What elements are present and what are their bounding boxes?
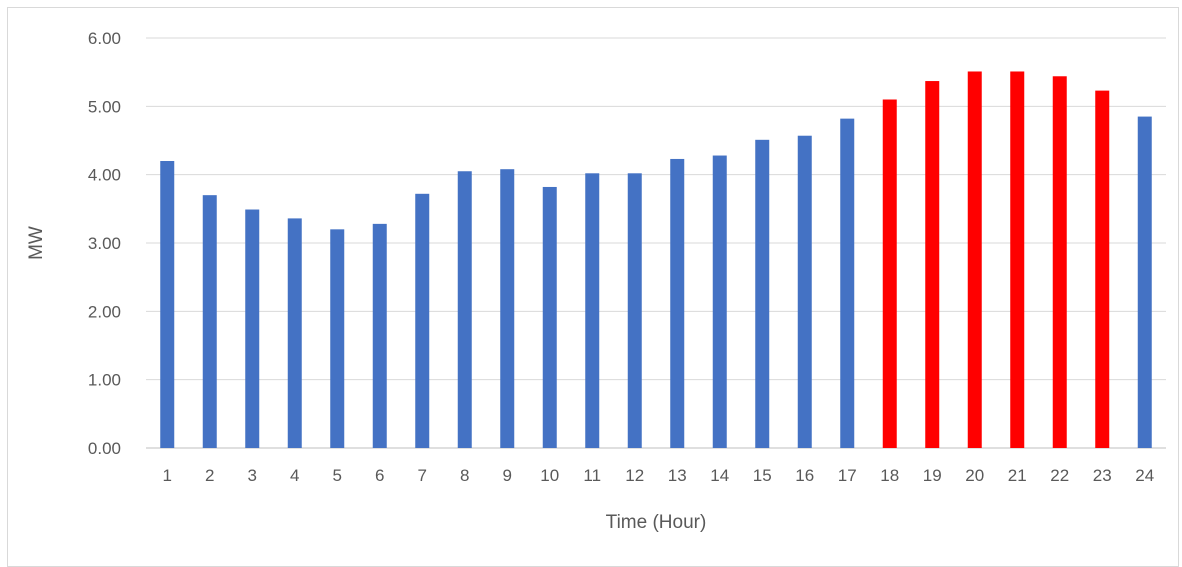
x-tick-label: 19 bbox=[923, 466, 942, 485]
x-tick-label: 24 bbox=[1135, 466, 1154, 485]
bar-hour-10 bbox=[542, 186, 557, 448]
y-tick-label: 6.00 bbox=[88, 29, 121, 48]
y-tick-label: 0.00 bbox=[88, 439, 121, 458]
bar-hour-19 bbox=[925, 81, 940, 449]
x-tick-label: 6 bbox=[375, 466, 384, 485]
x-tick-label: 7 bbox=[418, 466, 427, 485]
bar-hour-17 bbox=[840, 118, 855, 448]
bar-hour-21 bbox=[1010, 71, 1025, 448]
x-tick-label: 2 bbox=[205, 466, 214, 485]
y-tick-label: 4.00 bbox=[88, 166, 121, 185]
x-tick-label: 21 bbox=[1008, 466, 1027, 485]
bar-hour-11 bbox=[585, 173, 600, 449]
x-tick-label: 5 bbox=[333, 466, 342, 485]
y-tick-labels: 0.00 1.00 2.00 3.00 4.00 5.00 6.00 bbox=[88, 29, 121, 458]
bar-hour-23 bbox=[1095, 90, 1110, 448]
x-tick-label: 3 bbox=[248, 466, 257, 485]
x-tick-label: 9 bbox=[503, 466, 512, 485]
x-tick-label: 12 bbox=[625, 466, 644, 485]
x-tick-label: 8 bbox=[460, 466, 469, 485]
bar-hour-1 bbox=[160, 161, 175, 448]
bar-hour-14 bbox=[712, 155, 727, 449]
x-tick-label: 13 bbox=[668, 466, 687, 485]
bar-hour-22 bbox=[1052, 76, 1067, 449]
bar-hour-3 bbox=[245, 209, 260, 448]
bar-hour-13 bbox=[670, 158, 685, 448]
x-tick-label: 4 bbox=[290, 466, 299, 485]
x-tick-label: 10 bbox=[540, 466, 559, 485]
y-tick-label: 2.00 bbox=[88, 302, 121, 321]
x-tick-label: 14 bbox=[710, 466, 729, 485]
y-tick-label: 5.00 bbox=[88, 97, 121, 116]
x-tick-label: 23 bbox=[1093, 466, 1112, 485]
y-axis-title: MW bbox=[26, 226, 47, 260]
x-tick-label: 17 bbox=[838, 466, 857, 485]
bar-hour-9 bbox=[500, 169, 515, 448]
x-tick-label: 15 bbox=[753, 466, 772, 485]
x-axis-title: Time (Hour) bbox=[606, 512, 707, 533]
bar-hour-15 bbox=[755, 139, 770, 449]
bar-hour-20 bbox=[967, 71, 982, 448]
bar-hour-24 bbox=[1137, 116, 1152, 448]
x-tick-label: 11 bbox=[583, 466, 601, 485]
bar-hour-6 bbox=[372, 223, 387, 448]
bar-hour-5 bbox=[330, 229, 345, 448]
bar-hour-2 bbox=[202, 195, 217, 448]
x-tick-label: 20 bbox=[965, 466, 984, 485]
bar-hour-18 bbox=[882, 99, 897, 448]
bars bbox=[160, 71, 1152, 449]
bar-hour-8 bbox=[457, 171, 472, 448]
x-tick-label: 16 bbox=[795, 466, 814, 485]
bar-hour-7 bbox=[415, 193, 430, 448]
bar-hour-12 bbox=[627, 173, 642, 449]
y-tick-label: 3.00 bbox=[88, 234, 121, 253]
bar-hour-16 bbox=[797, 135, 812, 448]
x-tick-labels: 1 2 3 4 5 6 7 8 9 10 11 12 13 14 15 16 17 18 19 20 21 22 23 24 bbox=[163, 466, 1155, 485]
y-tick-label: 1.00 bbox=[88, 371, 121, 390]
x-tick-label: 18 bbox=[880, 466, 899, 485]
x-tick-label: 22 bbox=[1050, 466, 1069, 485]
gridlines bbox=[146, 37, 1166, 449]
bar-hour-4 bbox=[287, 218, 302, 448]
x-tick-label: 1 bbox=[163, 466, 172, 485]
